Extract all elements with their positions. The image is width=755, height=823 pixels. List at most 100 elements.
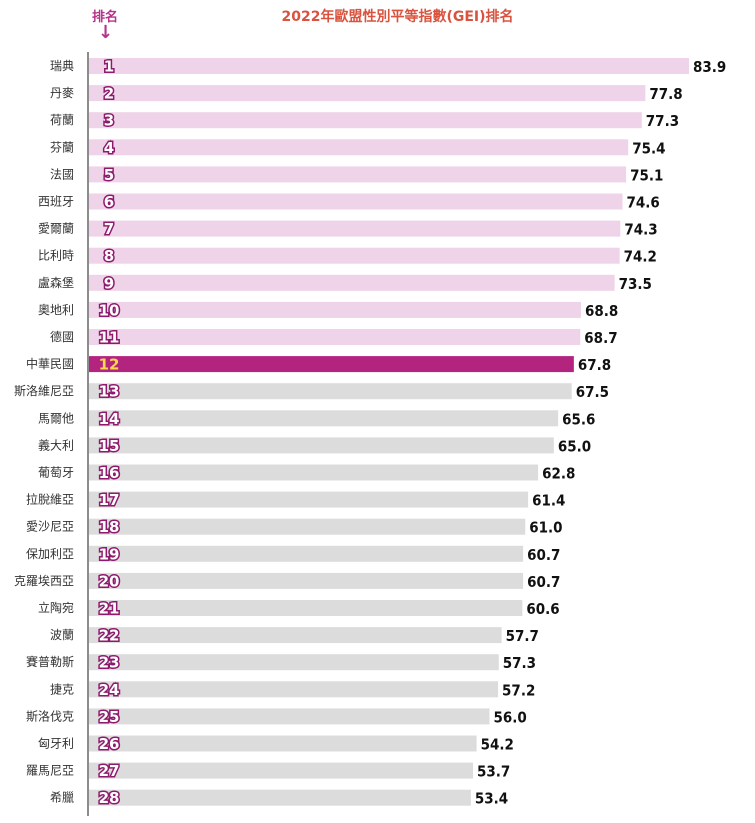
- category-label: 羅馬尼亞: [26, 764, 74, 778]
- value-label: 65.0: [558, 437, 591, 455]
- value-label: 74.3: [624, 221, 657, 239]
- value-label: 53.7: [477, 763, 510, 781]
- category-label: 立陶宛: [38, 600, 74, 615]
- category-label: 馬爾他: [38, 411, 74, 425]
- bar: [89, 627, 502, 644]
- bar: [89, 220, 621, 237]
- value-label: 57.3: [503, 654, 536, 672]
- value-label: 67.5: [576, 383, 609, 401]
- bar: [89, 762, 474, 779]
- category-label: 西班牙: [38, 195, 74, 209]
- value-label: 67.8: [578, 356, 611, 374]
- bar: [89, 301, 582, 318]
- category-label: 瑞典: [50, 59, 74, 73]
- category-label: 克羅埃西亞: [14, 574, 74, 588]
- value-label: 53.4: [475, 790, 508, 808]
- rank-label: 19: [99, 545, 120, 563]
- category-label: 波蘭: [50, 628, 74, 642]
- value-label: 65.6: [562, 410, 595, 428]
- category-label: 奧地利: [38, 303, 74, 317]
- rank-label: 4: [104, 139, 114, 157]
- value-label: 83.9: [693, 58, 726, 76]
- bar: [89, 681, 499, 698]
- value-label: 57.2: [502, 681, 535, 699]
- value-label: 77.8: [649, 85, 682, 103]
- bar: [89, 112, 642, 129]
- bar: [89, 247, 620, 264]
- value-label: 56.0: [493, 708, 526, 726]
- bar: [89, 437, 554, 454]
- rank-label: 26: [99, 735, 120, 753]
- category-label: 荷蘭: [50, 113, 74, 127]
- value-label: 68.7: [584, 329, 617, 347]
- bar: [89, 464, 539, 481]
- category-label: 愛爾蘭: [38, 222, 74, 236]
- category-label: 中華民國: [26, 356, 74, 371]
- bar: [89, 139, 629, 156]
- value-label: 75.4: [632, 139, 665, 157]
- bar: [89, 329, 581, 345]
- down-arrow-icon: ↓: [98, 22, 114, 43]
- category-label: 保加利亞: [26, 547, 74, 561]
- rank-label: 11: [99, 329, 120, 347]
- value-label: 68.8: [585, 302, 618, 320]
- rank-label: 1: [104, 58, 114, 76]
- rank-label: 9: [104, 274, 114, 292]
- bar: [89, 274, 615, 291]
- value-label: 60.7: [527, 546, 560, 564]
- value-label: 57.7: [506, 627, 539, 645]
- bar: [89, 654, 499, 671]
- rank-label: 15: [99, 437, 120, 455]
- rank-label: 25: [99, 708, 120, 726]
- rank-label: 28: [99, 789, 120, 807]
- bar: [89, 85, 646, 102]
- value-label: 54.2: [481, 736, 514, 754]
- bar: [89, 383, 572, 400]
- rank-label: 21: [99, 600, 120, 618]
- category-label: 芬蘭: [50, 140, 74, 154]
- value-label: 75.1: [630, 166, 663, 184]
- bar: [89, 545, 524, 562]
- rank-label: 13: [99, 383, 120, 401]
- rank-label: 12: [99, 356, 120, 374]
- bar: [89, 572, 524, 589]
- category-label: 賽普勒斯: [26, 654, 74, 669]
- chart-title: 2022年歐盟性別平等指數(GEI)排名: [281, 9, 514, 25]
- rank-label: 22: [99, 627, 120, 645]
- value-label: 61.0: [529, 519, 562, 537]
- rank-label: 27: [99, 762, 120, 780]
- rank-label: 6: [104, 193, 114, 211]
- rank-label: 23: [99, 654, 120, 672]
- rank-label: 18: [99, 518, 120, 536]
- value-label: 62.8: [542, 465, 575, 483]
- rank-header: 排名: [92, 10, 119, 25]
- rank-label: 17: [99, 491, 120, 509]
- bar: [89, 166, 627, 183]
- bar: [89, 410, 559, 427]
- category-label: 捷克: [50, 682, 74, 696]
- bar: [89, 491, 529, 508]
- category-label: 比利時: [38, 249, 74, 263]
- category-label: 拉脫維亞: [26, 492, 74, 507]
- rank-label: 14: [99, 410, 120, 428]
- value-label: 74.2: [624, 248, 657, 266]
- bar: [89, 735, 477, 752]
- rank-label: 2: [104, 85, 114, 103]
- category-label: 斯洛伐克: [26, 708, 74, 723]
- value-label: 60.6: [526, 600, 559, 618]
- rank-label: 10: [99, 301, 120, 319]
- category-label: 義大利: [38, 437, 74, 452]
- value-label: 77.3: [646, 112, 679, 130]
- bar: [89, 789, 471, 806]
- category-label: 德國: [50, 329, 74, 344]
- category-label: 丹麥: [50, 86, 74, 100]
- value-label: 74.6: [626, 194, 659, 212]
- value-label: 73.5: [619, 275, 652, 293]
- category-label: 葡萄牙: [38, 466, 74, 480]
- category-label: 愛沙尼亞: [26, 520, 74, 534]
- rank-label: 8: [104, 247, 114, 265]
- rank-label: 3: [104, 112, 114, 130]
- category-label: 法國: [50, 167, 74, 181]
- bar: [89, 356, 574, 373]
